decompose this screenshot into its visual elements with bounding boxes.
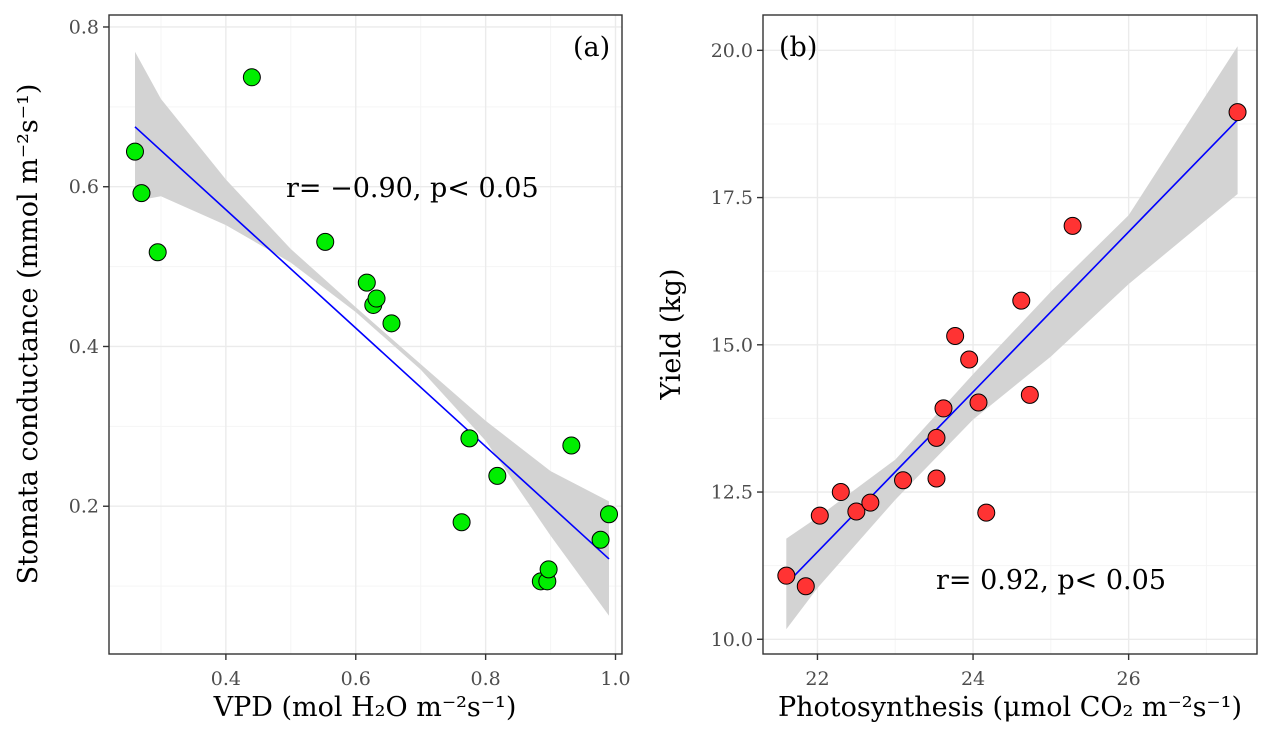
y-tick-label: 12.5 bbox=[711, 482, 753, 504]
y-tick-label: 0.2 bbox=[69, 496, 99, 518]
data-point bbox=[1228, 103, 1247, 122]
data-point bbox=[591, 530, 610, 549]
y-tick-label: 10.0 bbox=[711, 629, 753, 651]
data-point bbox=[357, 273, 376, 292]
data-point bbox=[1020, 385, 1039, 404]
panel-b: 22 24 26 10.0 12.5 15.0 17.5 20.0 (b) r= 0.92, p<… bbox=[656, 14, 1258, 723]
panel-label: (b) bbox=[779, 32, 817, 63]
data-point bbox=[562, 436, 581, 455]
confidence-band bbox=[786, 46, 1238, 630]
data-point bbox=[1012, 291, 1031, 310]
x-tick-label: 0.6 bbox=[341, 668, 371, 690]
confidence-band bbox=[135, 51, 609, 616]
data-point bbox=[927, 428, 946, 447]
y-axis-title: Yield (kg) bbox=[656, 268, 687, 400]
data-point bbox=[452, 513, 471, 532]
data-point bbox=[1063, 216, 1082, 235]
data-point bbox=[969, 393, 988, 412]
x-tick-label: 1.0 bbox=[600, 668, 630, 690]
data-point bbox=[367, 289, 386, 308]
x-axis-title: Photosynthesis (μmol CO₂ m⁻²s⁻¹) bbox=[778, 692, 1242, 723]
correlation-annotation: r= −0.90, p< 0.05 bbox=[286, 173, 539, 204]
panel-a: 0.4 0.6 0.8 1.0 0.2 0.4 0.6 0.8 (a) r= −0.90, p< … bbox=[13, 14, 631, 723]
data-point bbox=[132, 184, 151, 203]
panel-border bbox=[108, 14, 623, 655]
data-point bbox=[847, 502, 866, 521]
data-point bbox=[894, 471, 913, 490]
data-point bbox=[148, 243, 167, 262]
regression-line bbox=[134, 126, 610, 560]
data-point bbox=[460, 429, 479, 448]
x-tick-label: 24 bbox=[961, 668, 985, 690]
x-tick-label: 26 bbox=[1117, 668, 1141, 690]
y-tick-label: 15.0 bbox=[711, 334, 753, 356]
x-tick-label: 0.8 bbox=[471, 668, 501, 690]
x-tick-label: 22 bbox=[805, 668, 829, 690]
data-point bbox=[242, 68, 261, 87]
x-axis-title: VPD (mol H₂O m⁻²s⁻¹) bbox=[213, 692, 517, 723]
data-point bbox=[316, 232, 335, 251]
correlation-annotation: r= 0.92, p< 0.05 bbox=[936, 565, 1166, 596]
data-point bbox=[125, 142, 144, 161]
data-point bbox=[927, 469, 946, 488]
data-point bbox=[539, 560, 558, 579]
data-point bbox=[796, 577, 815, 596]
data-point bbox=[861, 493, 880, 512]
y-axis-title: Stomata conductance (mmol m⁻²s⁻¹) bbox=[13, 84, 44, 585]
panel-label: (a) bbox=[573, 32, 610, 63]
data-point bbox=[977, 503, 996, 522]
y-tick-label: 0.4 bbox=[69, 336, 99, 358]
x-tick-label: 0.4 bbox=[211, 668, 241, 690]
data-point bbox=[934, 399, 953, 418]
y-tick-label: 0.6 bbox=[69, 176, 99, 198]
data-point bbox=[810, 506, 829, 525]
y-tick-label: 17.5 bbox=[711, 187, 753, 209]
data-point bbox=[600, 505, 619, 524]
data-point bbox=[946, 326, 965, 345]
panel-border bbox=[762, 14, 1258, 655]
y-tick-label: 0.8 bbox=[69, 16, 99, 38]
y-tick-label: 20.0 bbox=[711, 40, 753, 62]
data-point bbox=[488, 466, 507, 485]
data-point bbox=[960, 350, 979, 369]
data-point bbox=[382, 314, 401, 333]
data-point bbox=[831, 483, 850, 502]
data-point bbox=[777, 566, 796, 585]
